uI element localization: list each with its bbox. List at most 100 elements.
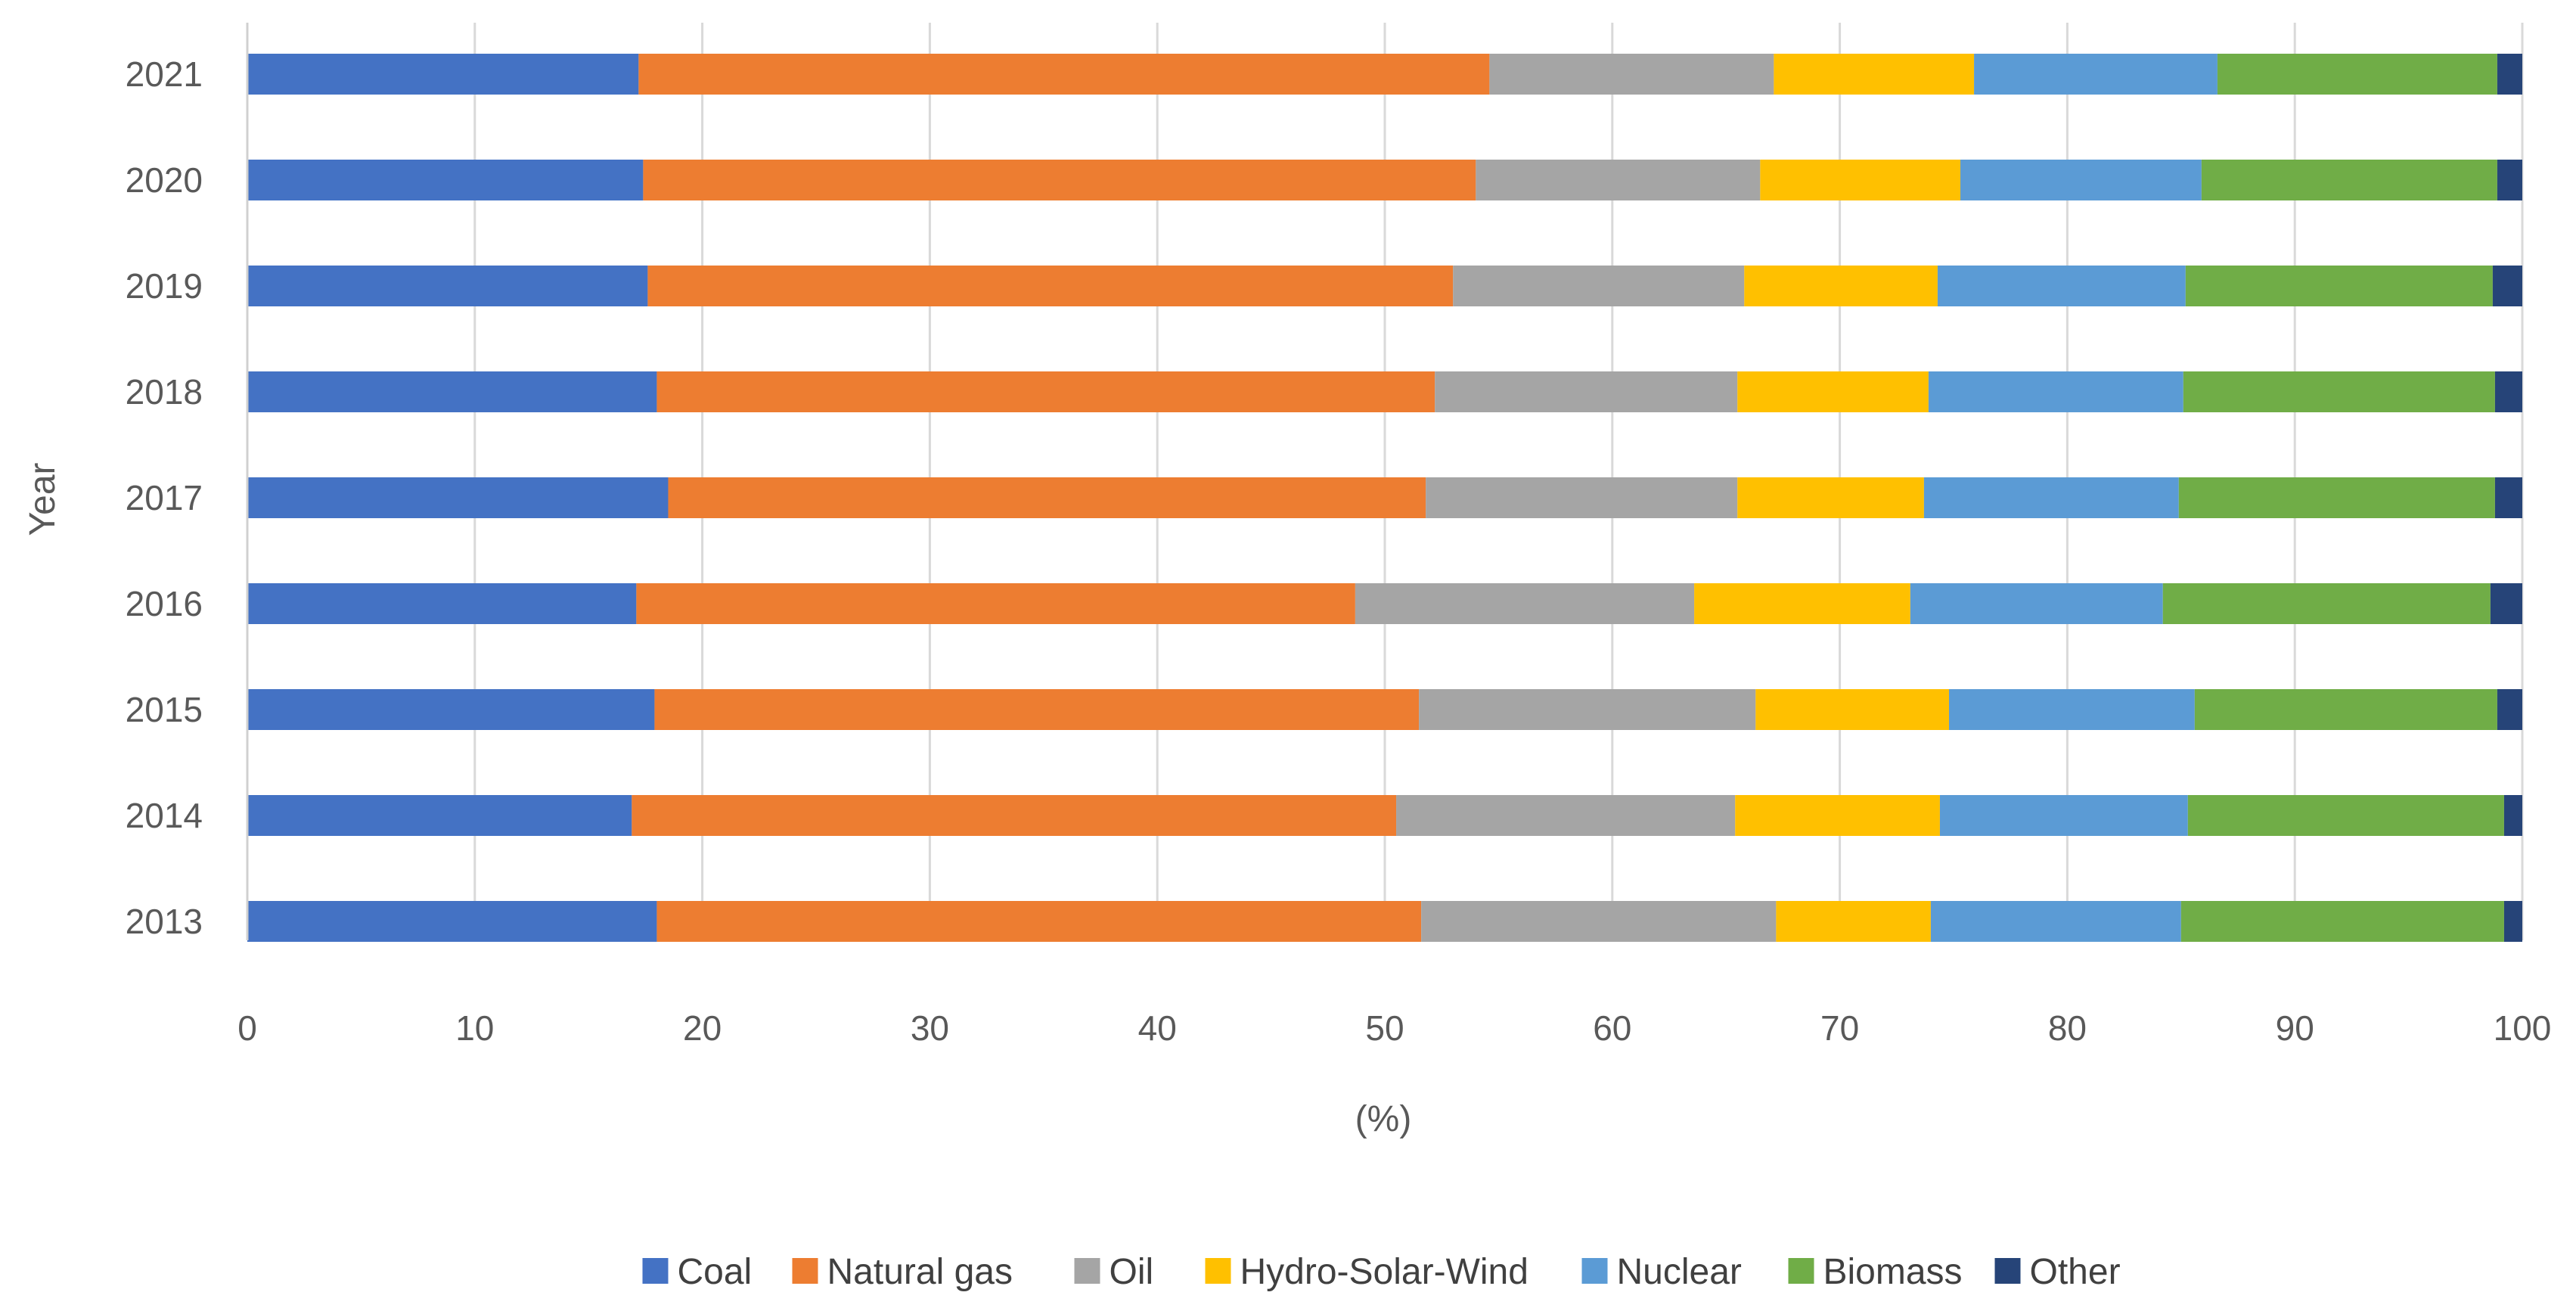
bar-other-2019 (2492, 266, 2522, 306)
bar-oil-2015 (1419, 689, 1756, 730)
bar-oil-2014 (1396, 795, 1736, 836)
y-tick-label: 2021 (126, 54, 203, 94)
legend-item-biomass: Biomass (1788, 1252, 1963, 1292)
bar-oil-2013 (1421, 901, 1777, 942)
legend-swatch-oil (1074, 1258, 1100, 1284)
bar-oil-2019 (1453, 266, 1745, 306)
x-tick-label: 80 (2048, 1008, 2087, 1048)
bar-biomass-2017 (2178, 477, 2495, 518)
bar-natural-gas-2016 (636, 583, 1355, 624)
y-tick-label: 2017 (126, 478, 203, 517)
bar-natural-gas-2013 (656, 901, 1422, 942)
bar-hydro-solar-wind-2020 (1760, 160, 1961, 200)
bar-biomass-2019 (2185, 266, 2493, 306)
bar-biomass-2013 (2180, 901, 2504, 942)
bar-coal-2014 (247, 795, 632, 836)
bar-hydro-solar-wind-2013 (1776, 901, 1931, 942)
bar-hydro-solar-wind-2019 (1744, 266, 1938, 306)
legend-item-natural-gas: Natural gas (792, 1252, 1013, 1292)
bar-coal-2016 (247, 583, 637, 624)
y-tick-label: 2019 (126, 266, 203, 306)
legend-label-oil: Oil (1110, 1252, 1154, 1292)
bar-hydro-solar-wind-2017 (1737, 477, 1924, 518)
legend-label-other: Other (2030, 1252, 2121, 1292)
bar-nuclear-2017 (1923, 477, 2179, 518)
bar-hydro-solar-wind-2021 (1774, 54, 1975, 95)
x-tick-label: 100 (2494, 1008, 2552, 1048)
bar-hydro-solar-wind-2016 (1694, 583, 1910, 624)
bar-nuclear-2018 (1928, 371, 2183, 412)
bar-hydro-solar-wind-2018 (1737, 371, 1929, 412)
bar-other-2020 (2497, 160, 2522, 200)
bar-biomass-2016 (2162, 583, 2491, 624)
bar-biomass-2018 (2183, 371, 2495, 412)
legend-swatch-biomass (1788, 1258, 1814, 1284)
x-tick-label: 20 (683, 1008, 722, 1048)
x-tick-label: 10 (455, 1008, 494, 1048)
bar-natural-gas-2018 (656, 371, 1435, 412)
bar-natural-gas-2019 (647, 266, 1454, 306)
x-axis-ticks: 0 10 20 30 40 50 60 70 80 90 100 (237, 1008, 2551, 1048)
bar-other-2013 (2503, 901, 2522, 942)
x-axis-title: (%) (1355, 1099, 1412, 1139)
legend-swatch-natural-gas (792, 1258, 818, 1284)
bar-other-2021 (2497, 54, 2522, 95)
bar-nuclear-2014 (1939, 795, 2188, 836)
y-tick-label: 2014 (126, 796, 203, 835)
y-tick-label: 2018 (126, 372, 203, 412)
legend-item-oil: Oil (1074, 1252, 1154, 1292)
x-tick-label: 70 (1820, 1008, 1859, 1048)
legend-swatch-hydro-solar-wind (1205, 1258, 1231, 1284)
legend-label-natural-gas: Natural gas (827, 1252, 1013, 1292)
bar-biomass-2014 (2187, 795, 2504, 836)
bar-nuclear-2020 (1960, 160, 2202, 200)
bar-coal-2015 (247, 689, 655, 730)
y-tick-label: 2020 (126, 160, 203, 200)
y-tick-label: 2013 (126, 902, 203, 941)
legend-swatch-coal (642, 1258, 669, 1284)
bar-nuclear-2015 (1948, 689, 2195, 730)
legend-label-coal: Coal (678, 1252, 753, 1292)
bar-natural-gas-2014 (632, 795, 1397, 836)
y-tick-label: 2015 (126, 690, 203, 729)
legend-item-nuclear: Nuclear (1581, 1252, 1742, 1292)
bar-other-2016 (2490, 583, 2522, 624)
x-tick-label: 90 (2276, 1008, 2314, 1048)
legend-swatch-other (1994, 1258, 2021, 1284)
y-axis-title: Year (23, 462, 63, 536)
bar-oil-2017 (1426, 477, 1738, 518)
y-axis-ticks: 2021 2020 2019 2018 2017 2016 2015 2014 2013 (126, 54, 203, 941)
y-tick-label: 2016 (126, 584, 203, 623)
bar-coal-2019 (247, 266, 648, 306)
bar-natural-gas-2015 (654, 689, 1420, 730)
bar-nuclear-2021 (1974, 54, 2218, 95)
bar-nuclear-2016 (1910, 583, 2163, 624)
bar-coal-2020 (247, 160, 644, 200)
bar-natural-gas-2021 (638, 54, 1490, 95)
bars (247, 54, 2522, 942)
bar-other-2015 (2497, 689, 2522, 730)
x-tick-label: 50 (1365, 1008, 1404, 1048)
bar-oil-2020 (1476, 160, 1761, 200)
x-tick-label: 30 (911, 1008, 949, 1048)
bar-oil-2016 (1355, 583, 1695, 624)
bar-nuclear-2019 (1937, 266, 2186, 306)
legend-swatch-nuclear (1581, 1258, 1608, 1284)
x-tick-label: 40 (1138, 1008, 1177, 1048)
bar-coal-2021 (247, 54, 639, 95)
legend-label-hydro-solar-wind: Hydro-Solar-Wind (1240, 1252, 1529, 1292)
bar-oil-2018 (1435, 371, 1738, 412)
legend-item-hydro-solar-wind: Hydro-Solar-Wind (1205, 1252, 1529, 1292)
legend-item-other: Other (1994, 1252, 2121, 1292)
bar-coal-2018 (247, 371, 657, 412)
bar-other-2014 (2503, 795, 2522, 836)
legend-item-coal: Coal (642, 1252, 753, 1292)
bar-other-2018 (2494, 371, 2522, 412)
bar-nuclear-2013 (1930, 901, 2181, 942)
x-tick-label: 60 (1593, 1008, 1631, 1048)
x-tick-label: 0 (237, 1008, 257, 1048)
bar-coal-2017 (247, 477, 669, 518)
legend: Coal Natural gas Oil Hydro-Solar-Wind Nuclea… (642, 1252, 2121, 1292)
bar-natural-gas-2020 (643, 160, 1476, 200)
